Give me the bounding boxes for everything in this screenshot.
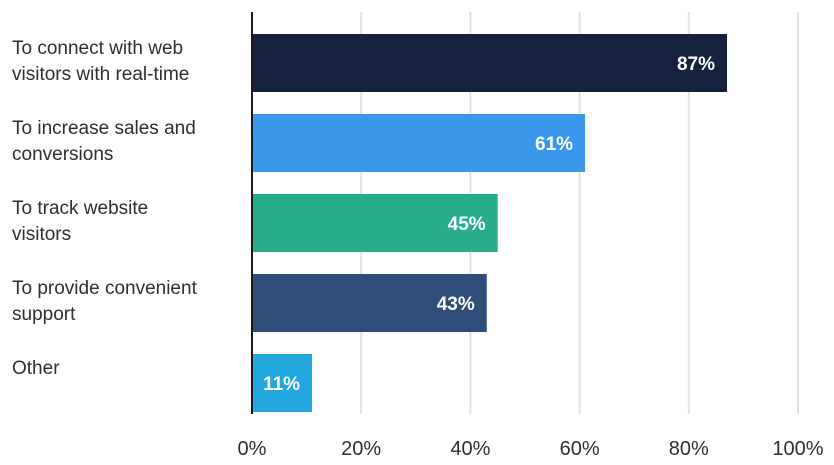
category-label-line: To connect with web — [12, 38, 183, 59]
category-label: To provide convenient support — [12, 278, 198, 325]
x-tick-label: 80% — [669, 438, 709, 460]
data-label: 87% — [677, 54, 715, 75]
bar — [252, 114, 586, 172]
category-labels: To connect with web visitors with real-ti… — [12, 38, 198, 379]
category-label-line: visitors — [12, 224, 71, 245]
x-tick-label: 40% — [450, 438, 490, 460]
data-label: 45% — [448, 214, 486, 235]
x-tick-label: 0% — [238, 438, 267, 460]
category-label: To connect with web visitors with real-ti… — [12, 38, 189, 85]
data-label: 61% — [535, 134, 573, 155]
category-label-line: To track website — [12, 198, 148, 219]
bar — [252, 354, 313, 412]
category-label-line: To provide convenient — [12, 278, 198, 299]
category-label: Other — [12, 358, 60, 379]
category-label-line: conversions — [12, 144, 113, 165]
category-label-line: To increase sales and — [12, 118, 196, 139]
x-tick-label: 100% — [772, 438, 823, 460]
x-tick-labels: 0% 20% 40% 60% 80% 100% — [238, 438, 824, 460]
category-label-line: Other — [12, 358, 60, 379]
x-tick-label: 20% — [341, 438, 381, 460]
data-label: 11% — [263, 374, 300, 395]
data-label: 43% — [437, 294, 475, 315]
category-label: To increase sales and conversions — [12, 118, 196, 165]
category-label-line: support — [12, 304, 76, 325]
bar — [252, 194, 498, 252]
bar — [252, 274, 487, 332]
bars: 87% 61% 45% 43% 11% — [252, 34, 728, 412]
category-label-line: visitors with real-time — [12, 64, 189, 85]
bar — [252, 34, 728, 92]
x-tick-label: 60% — [560, 438, 600, 460]
category-label: To track website visitors — [12, 198, 148, 245]
